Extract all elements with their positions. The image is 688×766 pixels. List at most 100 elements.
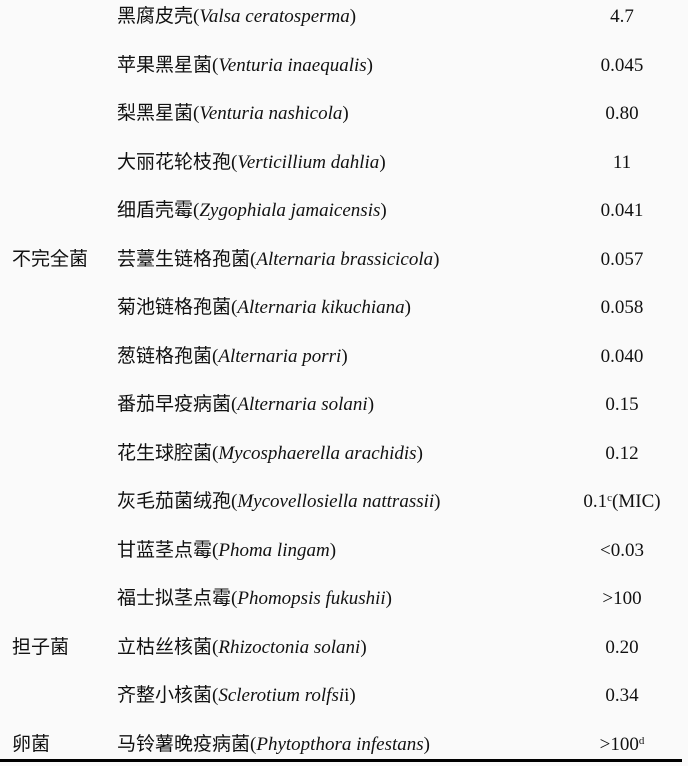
value: <0.03 bbox=[600, 539, 644, 561]
table-row: 福士拟茎点霉(Phomopsis fukushii) >100 bbox=[0, 584, 688, 614]
chinese-name: 细盾壳霉 bbox=[117, 200, 194, 221]
value: >100 bbox=[602, 588, 642, 609]
value: 11 bbox=[612, 151, 632, 173]
value-cell: >100d bbox=[542, 730, 688, 760]
latin-name: Phoma lingam bbox=[218, 539, 330, 561]
chinese-name: 花生球腔菌 bbox=[117, 442, 213, 464]
value-cell: 0.20 bbox=[542, 633, 688, 663]
pathogen-name: 芸薹生链格孢菌(Alternaria brassicicola) bbox=[117, 248, 440, 270]
value: 0.045 bbox=[600, 54, 644, 76]
table-row: 不完全菌 芸薹生链格孢菌(Alternaria brassicicola) 0.05… bbox=[0, 245, 688, 275]
pathogen-name: 灰毛茄菌绒孢(Mycovellosiella nattrassii) bbox=[117, 491, 441, 512]
value: 0.15 bbox=[605, 394, 639, 415]
pathogen-name: 花生球腔菌(Mycosphaerella arachidis) bbox=[117, 442, 423, 464]
chinese-name: 甘蓝茎点霉 bbox=[117, 539, 213, 561]
table-row: 梨黑星菌(Venturia nashicola) 0.80 bbox=[0, 99, 688, 129]
value-cell: 11 bbox=[542, 148, 688, 178]
table-row: 番茄早疫病菌(Alternaria solani) 0.15 bbox=[0, 390, 688, 420]
latin-name-suffix: i bbox=[344, 685, 350, 706]
chinese-name: 梨黑星菌 bbox=[117, 103, 194, 124]
table-row: 细盾壳霉(Zygophiala jamaicensis) 0.041 bbox=[0, 196, 688, 226]
value: 0.057 bbox=[600, 248, 644, 270]
value-cell: 0.057 bbox=[542, 245, 688, 275]
value-cell: 0.040 bbox=[542, 342, 688, 372]
latin-name: Venturia inaequalis bbox=[218, 54, 367, 76]
value: 0.80 bbox=[605, 103, 639, 124]
latin-name: Verticillium dahlia bbox=[237, 151, 380, 173]
value: 0.34 bbox=[605, 685, 639, 706]
latin-name: Valsa ceratosperma bbox=[199, 6, 350, 27]
value: 4.7 bbox=[610, 6, 634, 27]
chinese-name: 大丽花轮枝孢 bbox=[117, 151, 232, 173]
latin-name: Alternaria porri bbox=[218, 345, 342, 367]
pathogen-name: 甘蓝茎点霉(Phoma lingam) bbox=[117, 539, 337, 561]
value: 0.1 bbox=[583, 491, 608, 512]
chinese-name: 菊池链格孢菌 bbox=[117, 297, 232, 318]
table-row: 花生球腔菌(Mycosphaerella arachidis) 0.12 bbox=[0, 439, 688, 469]
chinese-name: 葱链格孢菌 bbox=[117, 345, 213, 367]
latin-name: Zygophiala jamaicensis bbox=[199, 200, 381, 221]
table-row: 大丽花轮枝孢(Verticillium dahlia) 11 bbox=[0, 148, 688, 178]
chinese-name: 齐整小核菌 bbox=[117, 685, 213, 706]
value-cell: 0.15 bbox=[542, 390, 688, 420]
latin-name: Venturia nashicola bbox=[199, 103, 343, 124]
chinese-name: 马铃薯晚疫病菌 bbox=[117, 733, 251, 755]
category-label: 担子菌 bbox=[12, 636, 70, 658]
value-cell: <0.03 bbox=[542, 536, 688, 566]
pathogen-name: 番茄早疫病菌(Alternaria solani) bbox=[117, 394, 375, 415]
value: 0.041 bbox=[600, 200, 644, 221]
value: 0.040 bbox=[600, 345, 644, 367]
chinese-name: 立枯丝核菌 bbox=[117, 636, 213, 658]
value: 0.20 bbox=[605, 636, 639, 658]
category-label: 卵菌 bbox=[12, 733, 51, 755]
value-cell: 0.1c(MIC) bbox=[542, 487, 688, 517]
table-row: 葱链格孢菌(Alternaria porri) 0.040 bbox=[0, 342, 688, 372]
pathogen-name: 黑腐皮壳(Valsa ceratosperma) bbox=[117, 6, 357, 27]
latin-name: Phomopsis fukushii bbox=[237, 588, 386, 609]
pathogen-name: 菊池链格孢菌(Alternaria kikuchiana) bbox=[117, 297, 411, 318]
latin-name: Alternaria brassicicola bbox=[256, 248, 434, 270]
value: 0.12 bbox=[605, 442, 639, 464]
value-cell: 0.80 bbox=[542, 99, 688, 129]
pathogen-name: 大丽花轮枝孢(Verticillium dahlia) bbox=[117, 151, 386, 173]
category-label: 不完全菌 bbox=[12, 248, 89, 270]
value-cell: >100 bbox=[542, 584, 688, 614]
chinese-name: 苹果黑星菌 bbox=[117, 54, 213, 76]
latin-name: Mycosphaerella arachidis bbox=[218, 442, 417, 464]
pathogen-name: 细盾壳霉(Zygophiala jamaicensis) bbox=[117, 200, 387, 221]
latin-name: Alternaria solani bbox=[237, 394, 368, 415]
chinese-name: 福士拟茎点霉 bbox=[117, 588, 232, 609]
table-row: 菊池链格孢菌(Alternaria kikuchiana) 0.058 bbox=[0, 293, 688, 323]
value-cell: 0.12 bbox=[542, 439, 688, 469]
pathogen-name: 立枯丝核菌(Rhizoctonia solani) bbox=[117, 636, 367, 658]
chinese-name: 黑腐皮壳 bbox=[117, 6, 194, 27]
latin-name: Rhizoctonia solani bbox=[218, 636, 361, 658]
table-row: 灰毛茄菌绒孢(Mycovellosiella nattrassii) 0.1c(M… bbox=[0, 487, 688, 517]
value-cell: 0.34 bbox=[542, 681, 688, 711]
pathogen-name: 梨黑星菌(Venturia nashicola) bbox=[117, 103, 349, 124]
chinese-name: 番茄早疫病菌 bbox=[117, 394, 232, 415]
value: >100 bbox=[599, 733, 639, 755]
table-row: 甘蓝茎点霉(Phoma lingam) <0.03 bbox=[0, 536, 688, 566]
pathogen-name: 齐整小核菌(Sclerotium rolfsii) bbox=[117, 685, 356, 706]
table-row: 齐整小核菌(Sclerotium rolfsii) 0.34 bbox=[0, 681, 688, 711]
table-row: 担子菌 立枯丝核菌(Rhizoctonia solani) 0.20 bbox=[0, 633, 688, 663]
value-footnote: d bbox=[638, 734, 645, 747]
table-row: 黑腐皮壳(Valsa ceratosperma) 4.7 bbox=[0, 2, 688, 32]
pathogen-name: 葱链格孢菌(Alternaria porri) bbox=[117, 345, 348, 367]
table-bottom-rule bbox=[0, 759, 682, 762]
value-cell: 0.041 bbox=[542, 196, 688, 226]
value-cell: 0.058 bbox=[542, 293, 688, 323]
table-row: 卵菌 马铃薯晚疫病菌(Phytopthora infestans) >100d bbox=[0, 730, 688, 760]
value-cell: 4.7 bbox=[542, 2, 688, 32]
latin-name: Phytopthora infestans bbox=[256, 733, 424, 755]
chinese-name: 灰毛茄菌绒孢 bbox=[117, 491, 232, 512]
value-note: (MIC) bbox=[612, 491, 661, 512]
value-cell: 0.045 bbox=[542, 51, 688, 81]
pathogen-name: 福士拟茎点霉(Phomopsis fukushii) bbox=[117, 588, 392, 609]
latin-name: Sclerotium rolfsi bbox=[218, 685, 345, 706]
value: 0.058 bbox=[600, 297, 644, 318]
latin-name: Mycovellosiella nattrassii bbox=[237, 491, 435, 512]
chinese-name: 芸薹生链格孢菌 bbox=[117, 248, 251, 270]
latin-name: Alternaria kikuchiana bbox=[237, 297, 405, 318]
